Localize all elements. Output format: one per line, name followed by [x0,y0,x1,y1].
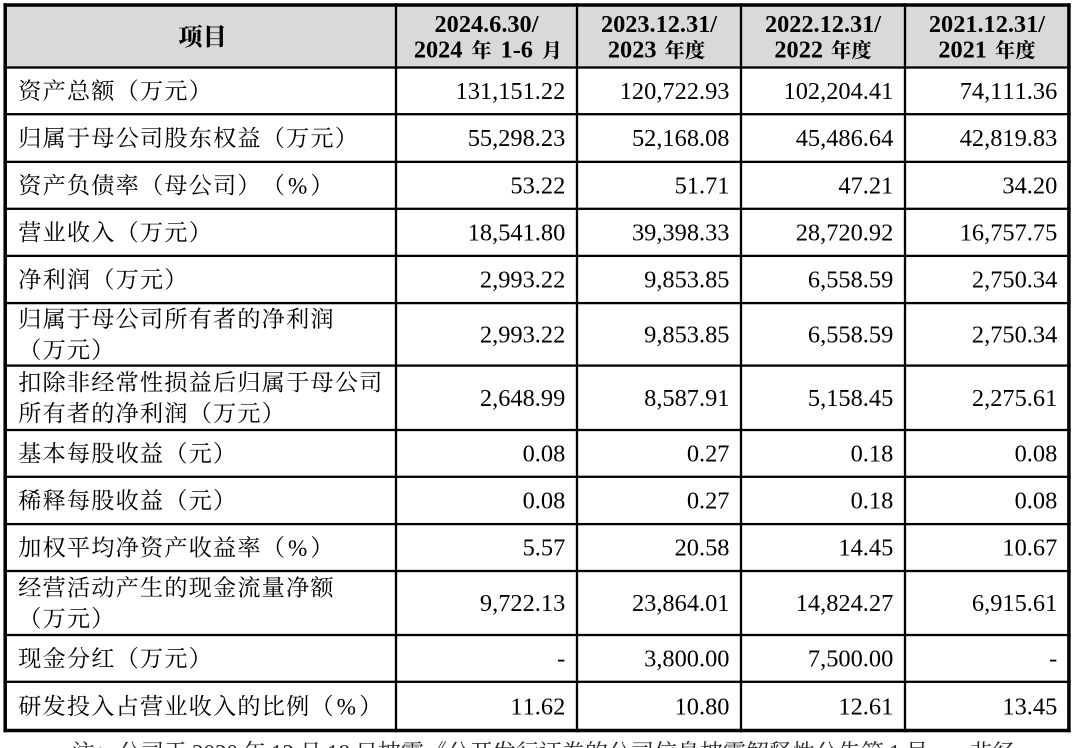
svg-text:6,915.61: 6,915.61 [972,590,1057,617]
svg-text:2020: 2020 [192,740,238,748]
svg-text:0.18: 0.18 [851,441,894,468]
svg-text:2,648.99: 2,648.99 [480,385,565,412]
svg-text:18: 18 [327,740,350,748]
svg-text:9,853.85: 9,853.85 [644,321,729,348]
svg-text:39,398.33: 39,398.33 [632,219,730,246]
svg-text:5,158.45: 5,158.45 [808,385,893,412]
svg-text:8,587.91: 8,587.91 [644,385,729,412]
svg-text:2,275.61: 2,275.61 [972,385,1057,412]
svg-text:12: 12 [271,740,294,748]
svg-text:9,722.13: 9,722.13 [480,590,565,617]
svg-text:120,722.93: 120,722.93 [620,78,730,105]
svg-text:14,824.27: 14,824.27 [796,590,894,617]
svg-text:23,864.01: 23,864.01 [632,590,730,617]
svg-text:0.27: 0.27 [687,488,730,515]
svg-text:2,993.22: 2,993.22 [480,321,565,348]
svg-text:1: 1 [889,740,901,748]
svg-text:52,168.08: 52,168.08 [632,125,730,152]
svg-text:2023: 2023 [608,36,657,63]
svg-text:34.20: 34.20 [1002,172,1057,199]
svg-text:53.22: 53.22 [510,172,565,199]
svg-text:-: - [557,646,565,673]
svg-text:0.08: 0.08 [523,488,566,515]
svg-text:10.80: 10.80 [675,693,730,720]
svg-text:7,500.00: 7,500.00 [808,646,893,673]
svg-text:102,204.41: 102,204.41 [784,78,894,105]
svg-text:55,298.23: 55,298.23 [468,125,566,152]
svg-text:2023.12.31/: 2023.12.31/ [601,11,717,38]
svg-text:0.18: 0.18 [851,488,894,515]
svg-text:16,757.75: 16,757.75 [960,219,1058,246]
svg-text:20.58: 20.58 [675,535,730,562]
svg-text:45,486.64: 45,486.64 [796,125,894,152]
svg-text:3,800.00: 3,800.00 [644,646,729,673]
svg-text:2024.6.30/: 2024.6.30/ [435,11,539,38]
svg-text:2022: 2022 [774,36,823,63]
svg-text:28,720.92: 28,720.92 [796,219,894,246]
svg-text:2022.12.31/: 2022.12.31/ [765,11,881,38]
svg-text:2024: 2024 [414,36,463,63]
svg-text:10.67: 10.67 [1002,535,1057,562]
svg-text:13.45: 13.45 [1002,693,1057,720]
svg-text:131,151.22: 131,151.22 [456,78,566,105]
svg-text:9,853.85: 9,853.85 [644,267,729,294]
svg-text:1-6: 1-6 [501,36,533,63]
svg-text:6,558.59: 6,558.59 [808,321,893,348]
svg-text:42,819.83: 42,819.83 [960,125,1058,152]
svg-text:5.57: 5.57 [523,535,566,562]
svg-text:2,750.34: 2,750.34 [972,267,1057,294]
svg-text:51.71: 51.71 [675,172,730,199]
svg-text:2,993.22: 2,993.22 [480,267,565,294]
svg-text:2,750.34: 2,750.34 [972,321,1057,348]
svg-text:0.08: 0.08 [523,441,566,468]
svg-text:2021.12.31/: 2021.12.31/ [929,11,1045,38]
svg-text:47.21: 47.21 [838,172,893,199]
svg-text:-: - [1049,646,1057,673]
svg-text:0.08: 0.08 [1015,488,1058,515]
svg-text:2021: 2021 [938,36,987,63]
svg-text:12.61: 12.61 [838,693,893,720]
svg-text:11.62: 11.62 [510,693,565,720]
svg-text:14.45: 14.45 [838,535,893,562]
svg-text:74,111.36: 74,111.36 [960,78,1058,105]
svg-text:6,558.59: 6,558.59 [808,267,893,294]
svg-text:18,541.80: 18,541.80 [468,219,566,246]
svg-text:0.27: 0.27 [687,441,730,468]
svg-text:0.08: 0.08 [1015,441,1058,468]
